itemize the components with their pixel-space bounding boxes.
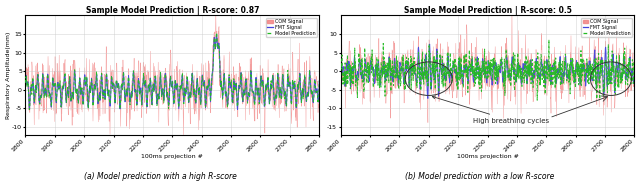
Title: Sample Model Prediction | R-score: 0.87: Sample Model Prediction | R-score: 0.87 — [86, 6, 259, 15]
Text: High breathing cycles: High breathing cycles — [433, 96, 549, 124]
Legend: COM Signal, FMT Signal, Model Prediction: COM Signal, FMT Signal, Model Prediction — [581, 18, 632, 37]
Y-axis label: Respiratory Amplitude(mm): Respiratory Amplitude(mm) — [6, 31, 10, 119]
Text: (a) Model prediction with a high R-score: (a) Model prediction with a high R-score — [84, 172, 236, 181]
Legend: COM Signal, FMT Signal, Model Prediction: COM Signal, FMT Signal, Model Prediction — [266, 18, 317, 37]
X-axis label: 100ms projection #: 100ms projection # — [456, 154, 518, 159]
Title: Sample Model Prediction | R-score: 0.5: Sample Model Prediction | R-score: 0.5 — [404, 6, 572, 15]
X-axis label: 100ms projection #: 100ms projection # — [141, 154, 204, 159]
Text: (b) Model prediction with a low R-score: (b) Model prediction with a low R-score — [405, 172, 555, 181]
